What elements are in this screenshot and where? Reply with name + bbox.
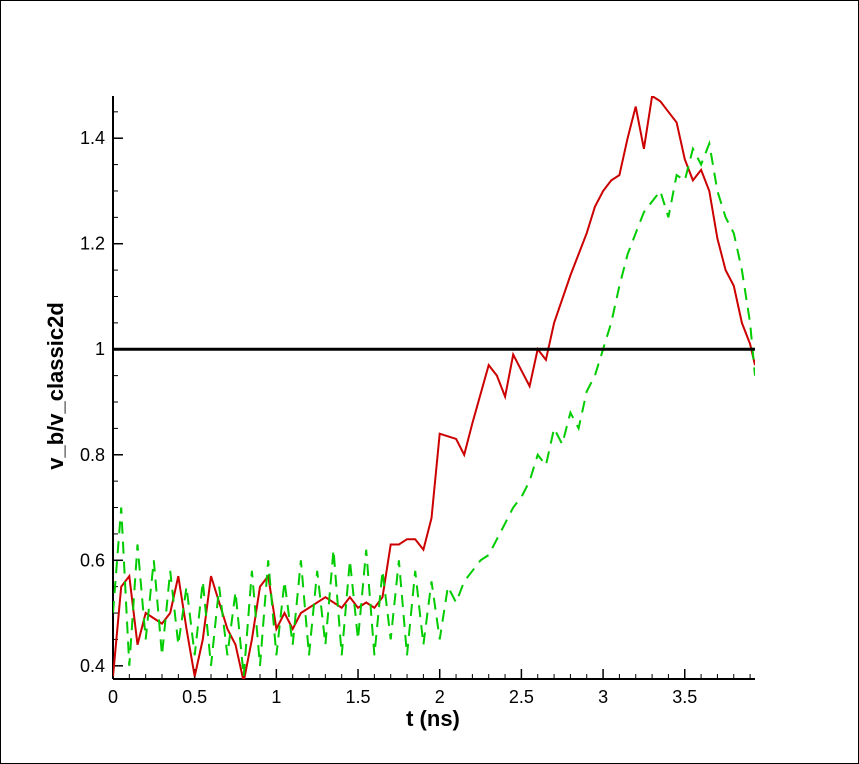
series-line-1 bbox=[113, 96, 755, 679]
series-group bbox=[113, 96, 755, 679]
series-line-2 bbox=[113, 139, 755, 677]
x-tick-label: 3 bbox=[598, 687, 608, 707]
x-tick-label: 2 bbox=[435, 687, 445, 707]
y-tick-label: 0.8 bbox=[80, 445, 105, 465]
x-tick-label: 2.5 bbox=[509, 687, 534, 707]
x-tick-label: 0.5 bbox=[182, 687, 207, 707]
axes-group: 0 0.5 1 1.5 2 2.5 3 3.5 0.4 0.6 0.8 1 1.2 1.4 bbox=[80, 96, 755, 707]
y-axis-title: v_b/v_classic2d bbox=[43, 302, 68, 470]
y-tick-label: 0.4 bbox=[80, 656, 105, 676]
x-tick-label: 1 bbox=[271, 687, 281, 707]
x-tick-label: 3.5 bbox=[672, 687, 697, 707]
y-tick-label: 0.6 bbox=[80, 550, 105, 570]
y-tick-label: 1.4 bbox=[80, 128, 105, 148]
x-tick-label: 1.5 bbox=[346, 687, 371, 707]
y-tick-label: 1 bbox=[95, 339, 105, 359]
y-tick-label: 1.2 bbox=[80, 234, 105, 254]
x-axis-title: t (ns) bbox=[406, 706, 460, 731]
x-tick-label: 0 bbox=[108, 687, 118, 707]
